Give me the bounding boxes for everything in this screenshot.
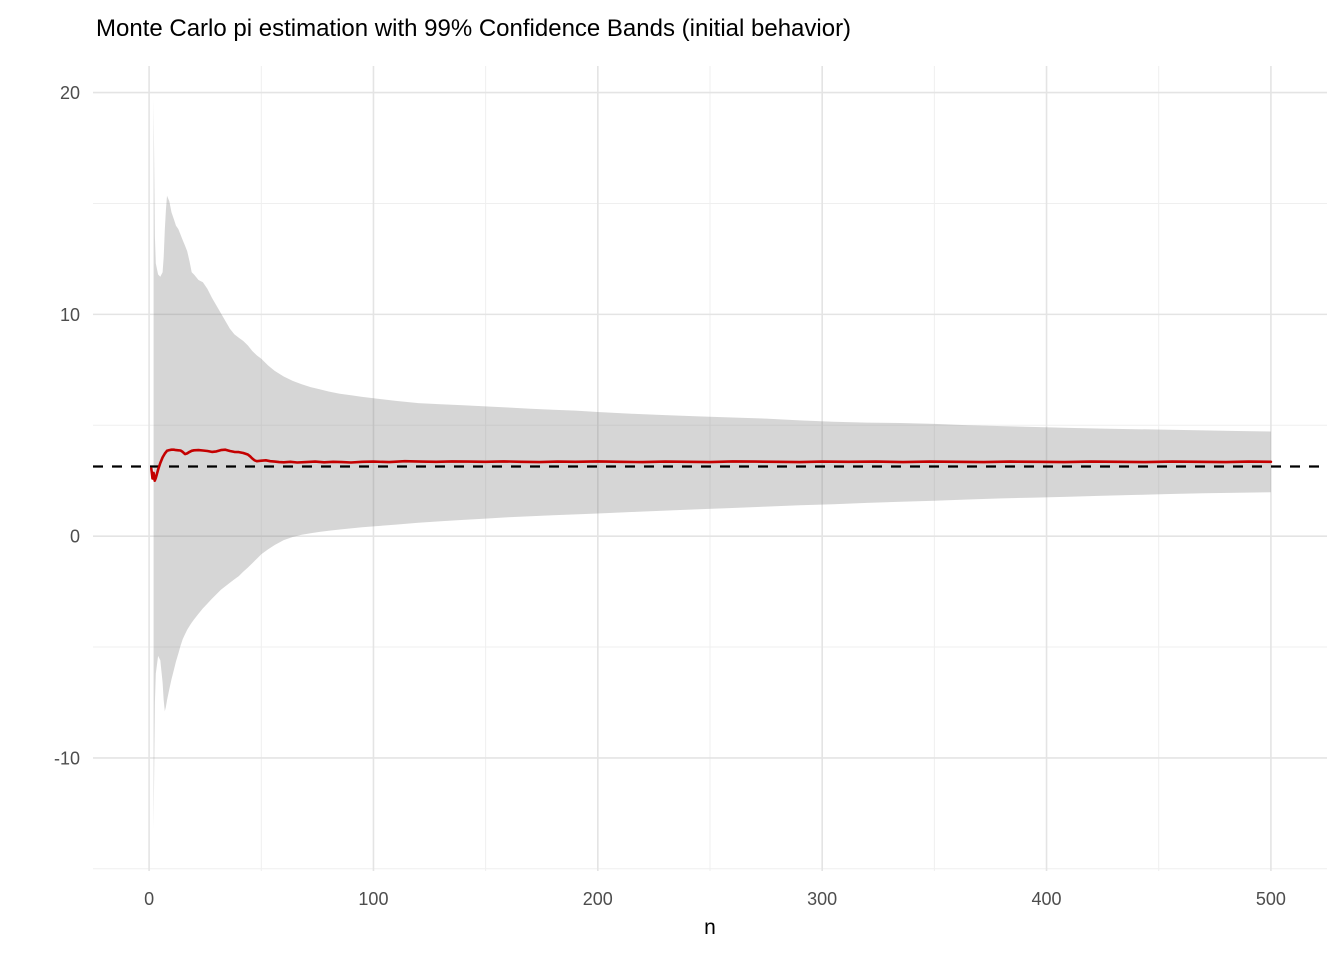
x-axis-title: n: [704, 916, 716, 939]
x-tick-label: 400: [1032, 889, 1062, 909]
y-tick-label: 0: [70, 527, 80, 547]
y-tick-label: 20: [60, 83, 80, 103]
y-tick-label: -10: [54, 748, 80, 768]
plot-title: Monte Carlo pi estimation with 99% Confi…: [96, 15, 852, 42]
estimate-line: [150, 448, 1273, 483]
x-tick-label: 100: [358, 889, 388, 909]
confidence-band: [153, 99, 1271, 829]
x-tick-label: 0: [144, 889, 154, 909]
x-tick-label: 300: [807, 889, 837, 909]
y-tick-label: 10: [60, 305, 80, 325]
x-tick-label: 200: [583, 889, 613, 909]
x-tick-label: 500: [1256, 889, 1286, 909]
